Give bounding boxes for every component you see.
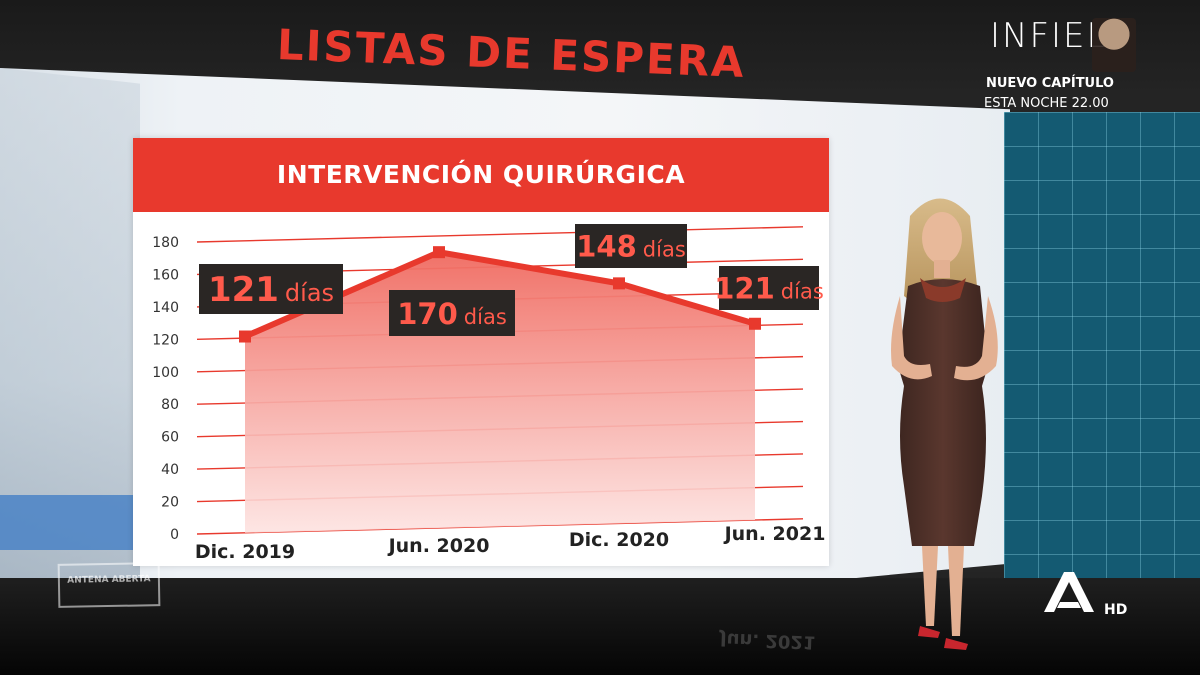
hd-badge: HD: [1104, 602, 1128, 618]
data-label: 170 días: [397, 297, 507, 331]
promo-schedule: ESTA NOCHE 22.00: [984, 96, 1109, 111]
y-tick-label: 40: [161, 462, 179, 478]
area-chart: 0 20 40 60 80 100 120 140 160 180 Dic. 2019 Jun. 20…: [152, 224, 826, 563]
x-tick-label: Dic. 2020: [569, 529, 669, 551]
x-tick-label: Dic. 2019: [195, 541, 295, 563]
studio-floor: [0, 578, 1200, 675]
floor-reflection-text: Jun. 2021: [719, 628, 816, 653]
y-tick-label: 80: [161, 397, 179, 413]
watermark-logo: ANTENA ABERTA: [57, 562, 161, 608]
y-tick-label: 140: [152, 300, 179, 316]
promo-show-title: INFIEL: [990, 16, 1108, 56]
data-label-box: [389, 290, 515, 336]
chart-title: INTERVENCIÓN QUIRÚRGICA: [276, 160, 686, 189]
data-point: [613, 277, 625, 290]
promo-image: [1092, 18, 1136, 72]
chart-header: INTERVENCIÓN QUIRÚRGICA: [133, 138, 829, 212]
chart-panel: INTERVENCIÓN QUIRÚRGICA 0 20 40 60 80 100 120 1…: [133, 138, 829, 566]
data-label: 121 días: [208, 270, 334, 310]
y-tick-label: 60: [161, 430, 179, 446]
data-point: [433, 246, 445, 259]
data-point: [239, 330, 251, 343]
y-tick-label: 20: [161, 495, 179, 511]
presenter: [891, 198, 998, 650]
antena3-logo-icon: [1044, 572, 1094, 612]
y-tick-label: 180: [152, 235, 179, 251]
y-tick-label: 160: [152, 267, 179, 283]
data-label: 121 días: [714, 272, 824, 306]
data-point: [749, 317, 761, 330]
y-tick-label: 100: [152, 365, 179, 381]
data-label-box: [575, 224, 687, 268]
data-label-box: [719, 266, 819, 310]
watermark-text: ANTENA ABERTA: [67, 574, 151, 586]
y-tick-label: 0: [170, 527, 179, 543]
promo-subtitle: NUEVO CAPÍTULO: [986, 76, 1114, 91]
data-label: 148 días: [576, 230, 686, 264]
studio-background-accent: [0, 495, 140, 550]
area-fill: [245, 252, 755, 533]
x-tick-label: Jun. 2020: [387, 535, 490, 557]
gridline: [196, 226, 804, 243]
show-promo: INFIEL NUEVO CAPÍTULO ESTA NOCHE 22.00: [982, 14, 1142, 112]
studio-grid-wall: [1004, 112, 1200, 587]
y-tick-label: 120: [152, 332, 179, 348]
data-label-box: [199, 264, 343, 314]
x-tick-label: Jun. 2021: [723, 523, 826, 545]
headline-title: LISTAS DE ESPERA: [276, 20, 747, 87]
